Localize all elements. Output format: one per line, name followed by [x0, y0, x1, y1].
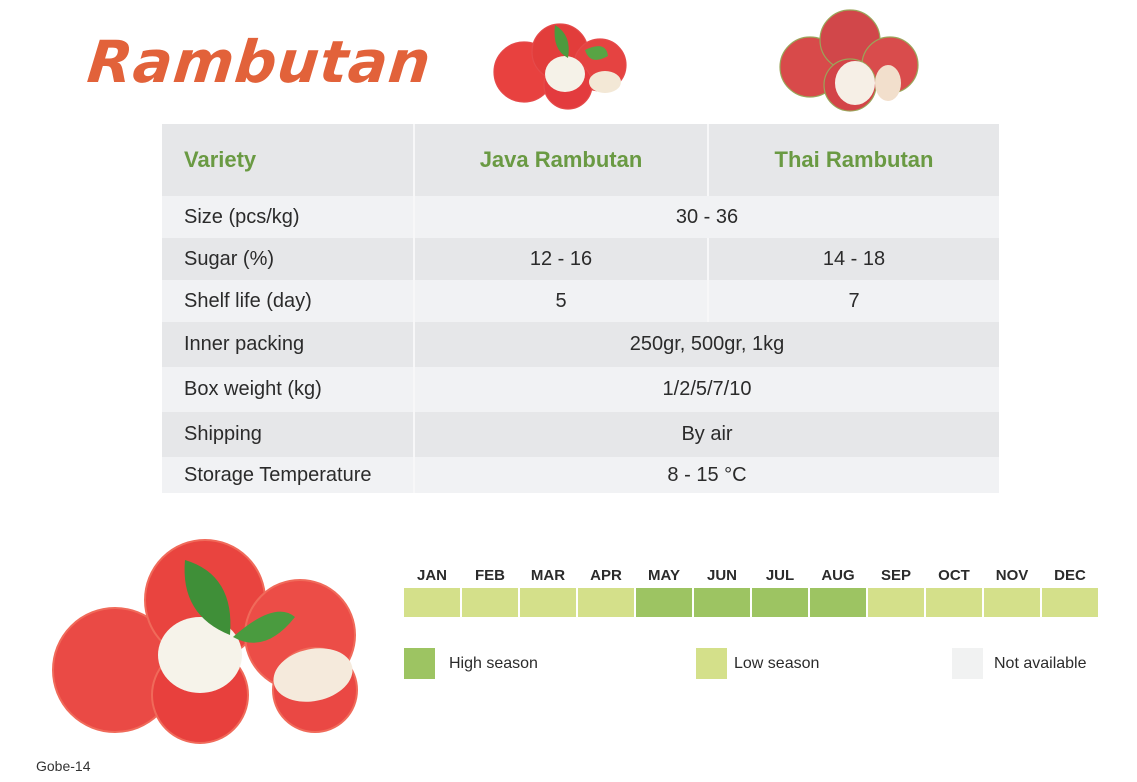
table-row: Sugar (%) 12 - 16 14 - 18 — [162, 238, 999, 280]
page-title: Rambutan — [84, 28, 435, 96]
month-bar-high — [694, 588, 750, 617]
month-bar-low — [520, 588, 576, 617]
row-value: By air — [414, 412, 999, 457]
legend-not-available: Not available — [952, 648, 1087, 679]
row-value: 1/2/5/7/10 — [414, 367, 999, 412]
row-label: Shipping — [162, 412, 415, 457]
header-variety: Variety — [162, 124, 415, 196]
low-season-swatch-icon — [696, 648, 727, 679]
month-oct: OCT — [926, 566, 982, 617]
rambutan-hero-photo — [52, 539, 358, 744]
month-dec: DEC — [1042, 566, 1098, 617]
month-jun: JUN — [694, 566, 750, 617]
month-bar-low — [868, 588, 924, 617]
season-calendar: JAN FEB MAR APR MAY JUN JUL AUG SEP OCT … — [404, 566, 1098, 617]
row-label: Inner packing — [162, 322, 415, 367]
table-row: Shipping By air — [162, 412, 999, 457]
row-label: Size (pcs/kg) — [162, 196, 415, 238]
month-bar-high — [752, 588, 808, 617]
month-bar-low — [404, 588, 460, 617]
month-bar-low — [462, 588, 518, 617]
legend-high-season: High season — [404, 648, 538, 679]
month-may: MAY — [636, 566, 692, 617]
month-feb: FEB — [462, 566, 518, 617]
high-season-swatch-icon — [404, 648, 435, 679]
month-jul: JUL — [752, 566, 808, 617]
month-sep: SEP — [868, 566, 924, 617]
month-nov: NOV — [984, 566, 1040, 617]
row-label: Box weight (kg) — [162, 367, 415, 412]
month-bar-low — [926, 588, 982, 617]
header-thai-rambutan: Thai Rambutan — [707, 124, 999, 196]
month-bar-low — [1042, 588, 1098, 617]
table-row: Shelf life (day) 5 7 — [162, 280, 999, 322]
header-java-rambutan: Java Rambutan — [414, 124, 708, 196]
rambutan-spec-table: Variety Java Rambutan Thai Rambutan Size… — [162, 124, 999, 493]
row-label: Shelf life (day) — [162, 280, 415, 322]
month-bar-high — [636, 588, 692, 617]
month-bar-low — [578, 588, 634, 617]
row-label: Storage Temperature — [162, 457, 415, 493]
not-available-swatch-icon — [952, 648, 983, 679]
thai-rambutan-photo — [779, 9, 919, 112]
table-row: Storage Temperature 8 - 15 °C — [162, 457, 999, 493]
row-value-thai: 7 — [707, 280, 999, 322]
table-row: Box weight (kg) 1/2/5/7/10 — [162, 367, 999, 412]
table-header-row: Variety Java Rambutan Thai Rambutan — [162, 124, 999, 196]
row-value-thai: 14 - 18 — [707, 238, 999, 280]
row-value: 30 - 36 — [414, 196, 999, 238]
table-row: Size (pcs/kg) 30 - 36 — [162, 196, 999, 238]
row-label: Sugar (%) — [162, 238, 415, 280]
legend-low-season: Low season — [696, 648, 819, 679]
month-apr: APR — [578, 566, 634, 617]
row-value-java: 12 - 16 — [414, 238, 708, 280]
month-jan: JAN — [404, 566, 460, 617]
month-aug: AUG — [810, 566, 866, 617]
row-value: 8 - 15 °C — [414, 457, 999, 493]
row-value: 250gr, 500gr, 1kg — [414, 322, 999, 367]
month-bar-low — [984, 588, 1040, 617]
month-bar-high — [810, 588, 866, 617]
row-value-java: 5 — [414, 280, 708, 322]
page-code: Gobe-14 — [36, 758, 91, 774]
table-row: Inner packing 250gr, 500gr, 1kg — [162, 322, 999, 367]
month-mar: MAR — [520, 566, 576, 617]
java-rambutan-photo — [493, 23, 627, 110]
